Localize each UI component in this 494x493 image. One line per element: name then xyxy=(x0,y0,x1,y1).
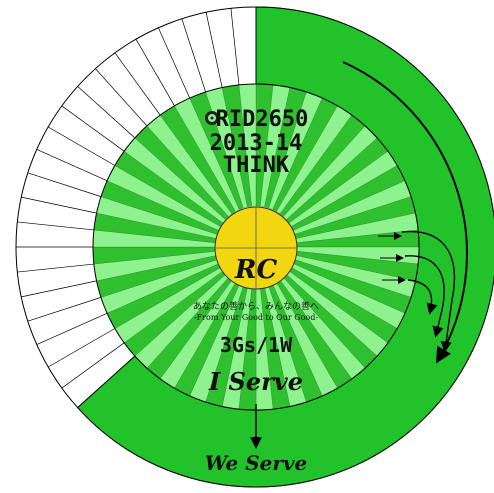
outer-ring-segment-line xyxy=(158,27,191,99)
outer-ring-segment-line xyxy=(95,68,148,127)
outer-ring-segment-line xyxy=(230,8,240,85)
outer-ring-segment-line xyxy=(17,263,94,273)
flow-curve-3 xyxy=(407,279,438,315)
outer-ring-segment-line xyxy=(21,280,97,298)
outer-ring-segment-line xyxy=(205,12,223,88)
outer-slogan: We Serve xyxy=(205,451,308,475)
outer-ring-segment-line xyxy=(61,342,125,389)
outer-ring-segment-line xyxy=(61,105,125,152)
outer-ring-segment-line xyxy=(135,38,175,107)
outer-ring-segment-line xyxy=(27,297,102,322)
flow-curve-2 xyxy=(404,255,445,338)
clockwise-arrow xyxy=(342,61,468,364)
year-label: 2013-14 xyxy=(210,131,303,156)
outer-ring-segment-line xyxy=(36,149,108,182)
rotary-wheel-icon xyxy=(205,111,219,125)
district-label: RID2650 xyxy=(216,107,309,132)
outer-ring-segment-line xyxy=(47,126,116,166)
goal-label: 3Gs/1W xyxy=(220,333,293,357)
outer-ring-segment-line xyxy=(17,221,94,231)
outer-ring-segment-line xyxy=(181,18,206,93)
center-label: RC xyxy=(234,255,278,285)
theme-label: THINK xyxy=(223,153,290,178)
outer-ring-segment-line xyxy=(27,172,102,197)
inner-disk-wedges xyxy=(92,83,420,411)
outer-ring-segment-line xyxy=(36,312,108,345)
outer-ring-segment-line xyxy=(47,328,116,368)
motto-japanese: あなたの善から、みんなの善へ xyxy=(193,300,319,312)
outer-ring-segment-line xyxy=(114,52,161,116)
motto-english: -From Your Good to Our Good- xyxy=(194,313,318,322)
outer-ring-segments xyxy=(16,7,257,408)
inner-slogan: I Serve xyxy=(208,367,303,396)
outer-ring-segment-line xyxy=(21,196,97,214)
flow-curve-1 xyxy=(401,230,456,353)
outer-ring-segment-line xyxy=(77,86,136,139)
